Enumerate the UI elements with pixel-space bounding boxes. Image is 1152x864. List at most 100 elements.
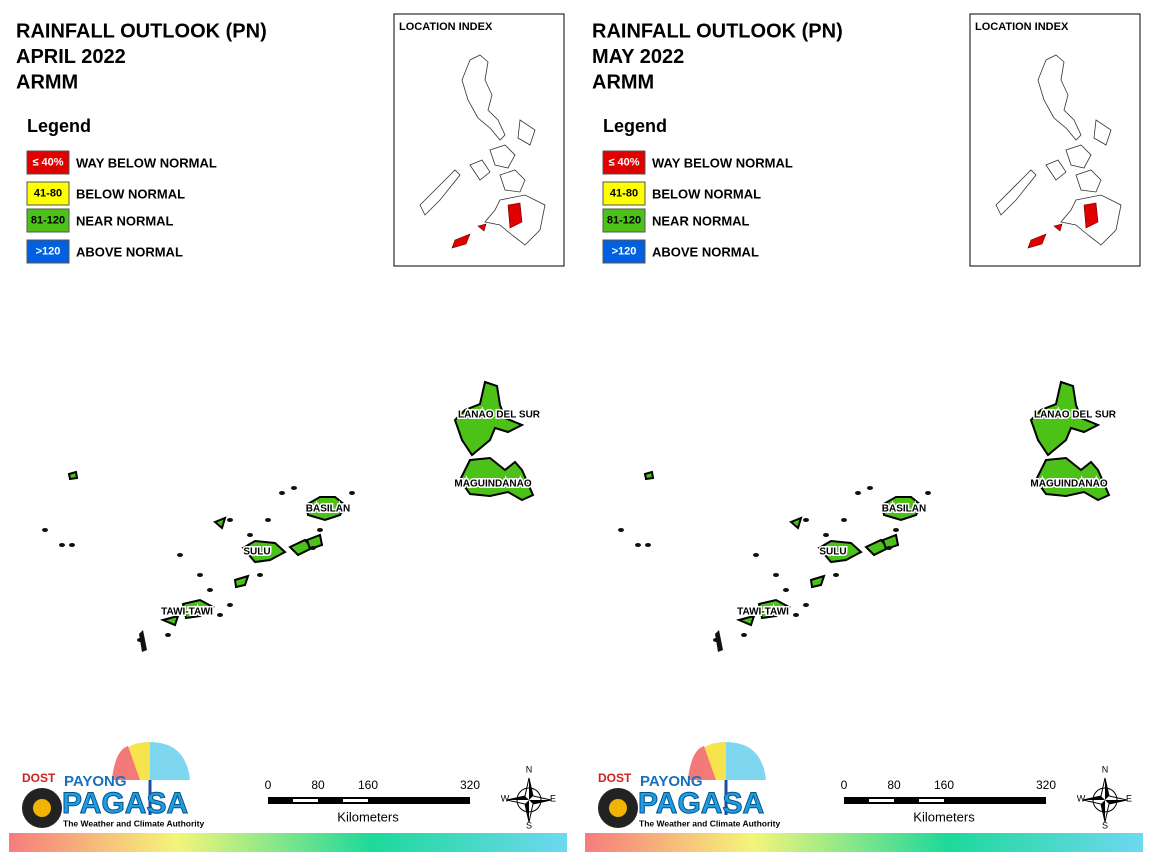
footer-bar [9, 833, 567, 852]
island [213, 516, 227, 530]
legend-label: WAY BELOW NORMAL [76, 155, 217, 170]
inset-land [1037, 54, 1082, 141]
legend-code: 41-80 [34, 187, 62, 199]
region-label: MAGUINDANAO [454, 479, 531, 490]
legend-swatch [26, 181, 70, 206]
islet [310, 546, 316, 550]
legend-label: ABOVE NORMAL [652, 244, 759, 259]
inset-highlight [1027, 223, 1063, 249]
logo-name: PAGASA [62, 787, 188, 820]
islet [823, 533, 829, 537]
scale-bar [268, 797, 470, 804]
inset-highlight [507, 202, 523, 229]
islet [317, 528, 323, 532]
island [241, 539, 287, 564]
logo-tagline: The Weather and Climate Authority [63, 818, 204, 828]
compass-rose [507, 778, 551, 822]
inset-land [419, 169, 461, 216]
compass-letter: W [1077, 793, 1086, 803]
legend-title: Legend [27, 116, 91, 136]
legend-code: ≤ 40% [32, 156, 63, 168]
legend-label: ABOVE NORMAL [76, 244, 183, 259]
island [789, 516, 803, 530]
map-panel: RAINFALL OUTLOOK (PN) APRIL 2022 ARMM Legen… [9, 13, 567, 852]
island [809, 574, 826, 589]
island [880, 496, 923, 522]
islet [715, 630, 723, 652]
legend-swatch [26, 239, 70, 264]
compass-ring [1092, 787, 1118, 813]
compass-rose [1083, 778, 1127, 822]
islet [867, 486, 873, 490]
umbrella [112, 746, 140, 780]
inset-title: LOCATION INDEX [399, 21, 493, 33]
compass-letter: W [501, 793, 510, 803]
inset-land [1093, 119, 1112, 146]
legend-label: NEAR NORMAL [76, 213, 174, 228]
logo-name: PAGASA [638, 787, 764, 820]
islet [741, 633, 747, 637]
scale-tick: 80 [311, 778, 325, 792]
islet [265, 518, 271, 522]
island [1029, 380, 1101, 457]
compass-letter: S [526, 820, 532, 830]
umbrella [688, 746, 716, 780]
region-label: BASILAN [882, 504, 926, 515]
inset-land [1065, 144, 1092, 169]
compass-letter: N [1102, 764, 1109, 774]
legend-swatch [602, 208, 646, 233]
logo-tagline: The Weather and Climate Authority [639, 818, 780, 828]
inset-highlight [1083, 202, 1099, 229]
islet [279, 491, 285, 495]
title-line: APRIL 2022 [16, 46, 126, 68]
scale-unit: Kilometers [337, 809, 399, 824]
title-line: MAY 2022 [592, 46, 684, 68]
islet [773, 573, 779, 577]
islet [618, 528, 624, 532]
island [1034, 456, 1111, 502]
inset-land [1075, 169, 1102, 193]
islet [227, 518, 233, 522]
islet [349, 491, 355, 495]
island [159, 614, 180, 627]
logo-agency: DOST [598, 771, 632, 785]
islet [925, 491, 931, 495]
island [305, 533, 324, 551]
title-line: ARMM [16, 71, 78, 93]
title-line: RAINFALL OUTLOOK (PN) [592, 20, 843, 42]
island [304, 496, 347, 522]
islet [227, 603, 233, 607]
island [67, 470, 79, 481]
islet [803, 518, 809, 522]
island [643, 470, 655, 481]
legend-swatch [26, 150, 70, 175]
legend-code: ≤ 40% [608, 156, 639, 168]
title-line: RAINFALL OUTLOOK (PN) [16, 20, 267, 42]
inset-land [517, 119, 536, 146]
scale-tick: 320 [1036, 778, 1056, 792]
scale-segment [343, 799, 368, 802]
region-label: TAWI-TAWI [161, 607, 213, 618]
islet [197, 573, 203, 577]
scale-unit: Kilometers [913, 809, 975, 824]
islet [841, 518, 847, 522]
map-panel: RAINFALL OUTLOOK (PN) MAY 2022 ARMM Legend ≤… [585, 13, 1143, 852]
island [458, 456, 535, 502]
scale-segment [919, 799, 944, 802]
island [233, 574, 250, 589]
islet [753, 553, 759, 557]
compass-letter: N [526, 764, 533, 774]
title-line: ARMM [592, 71, 654, 93]
scale-bar [844, 797, 1046, 804]
islet [42, 528, 48, 532]
islet [793, 613, 799, 617]
islet [257, 573, 263, 577]
islet [177, 553, 183, 557]
legend-label: BELOW NORMAL [652, 186, 761, 201]
islet [803, 603, 809, 607]
islet [139, 630, 147, 652]
inset-land [461, 54, 506, 141]
islet [291, 486, 297, 490]
islet [247, 533, 253, 537]
